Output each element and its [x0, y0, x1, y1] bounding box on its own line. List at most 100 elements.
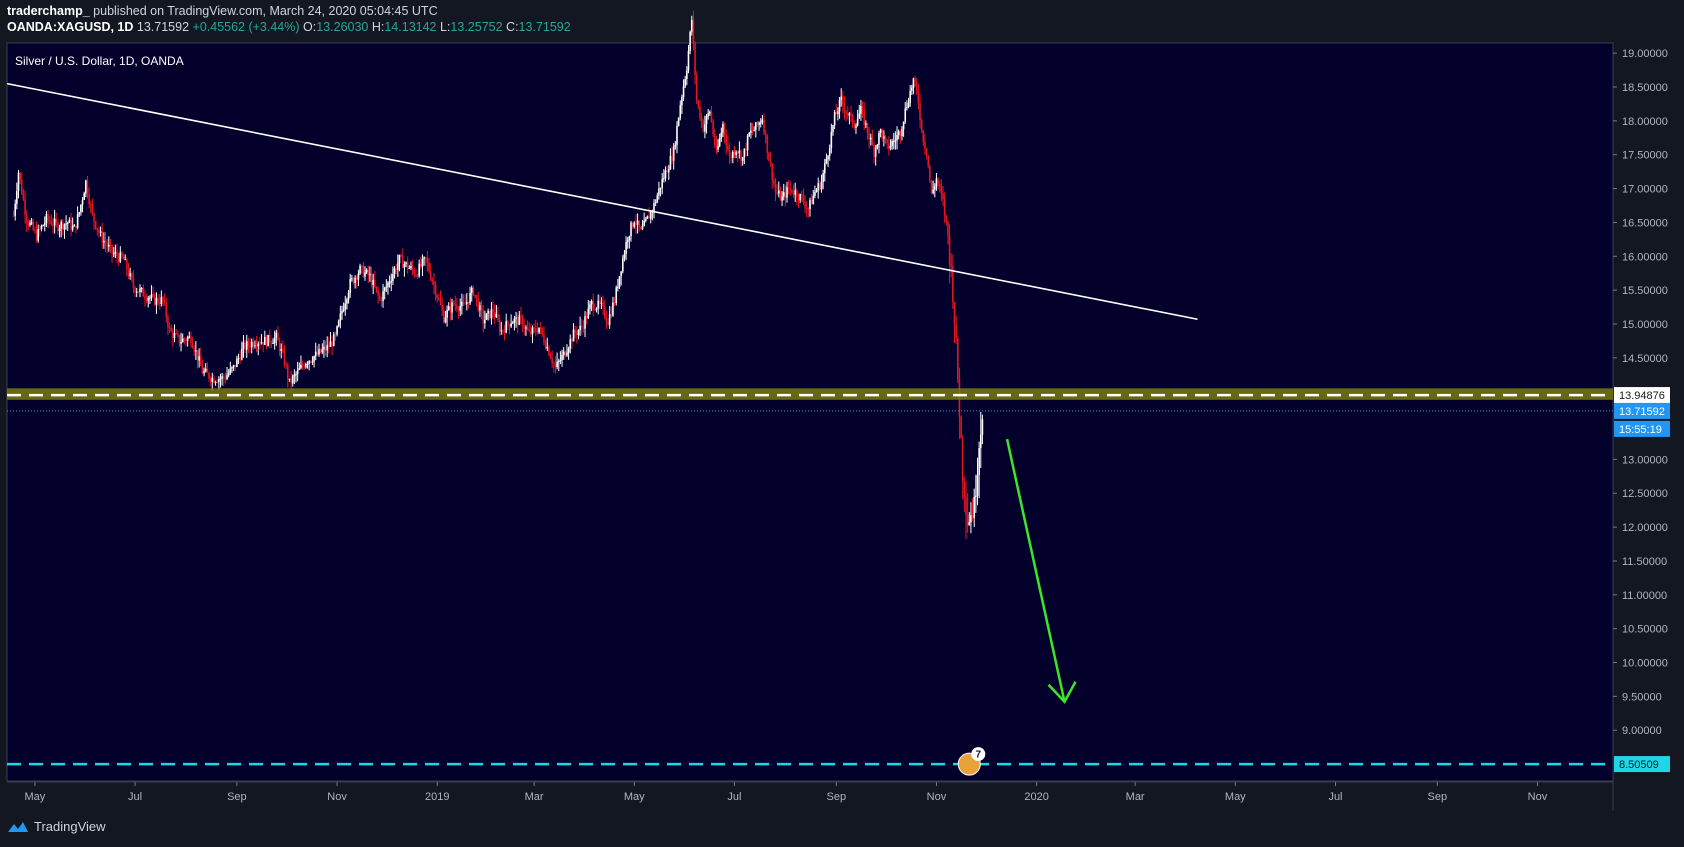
candle-body	[758, 122, 760, 125]
candle-body	[487, 310, 489, 314]
candle-body	[976, 474, 979, 496]
candle-body	[446, 310, 448, 318]
candle-body	[300, 364, 302, 369]
candle-body	[175, 333, 177, 335]
candle-body	[497, 314, 499, 320]
candle-body	[367, 269, 370, 276]
candle-body	[73, 225, 76, 227]
candle-body	[155, 297, 158, 305]
candle-body	[695, 74, 698, 101]
chart-header: traderchamp_ published on TradingView.co…	[7, 3, 571, 35]
candle-body	[456, 305, 458, 309]
candle-body	[421, 258, 424, 267]
candle-body	[291, 376, 294, 384]
candle-body	[66, 222, 69, 224]
candle-body	[224, 378, 227, 380]
candle-body	[906, 107, 908, 109]
candle-body	[346, 299, 348, 304]
y-tick-label: 9.50000	[1622, 691, 1662, 703]
candle-body	[282, 348, 284, 352]
candle-body	[290, 378, 292, 384]
candle-body	[748, 132, 751, 136]
candle-body	[119, 252, 122, 262]
candle-body	[328, 344, 330, 347]
candle-body	[856, 118, 859, 126]
candle-body	[689, 31, 691, 51]
candle-body	[635, 222, 637, 225]
y-tick-label: 9.00000	[1622, 725, 1662, 737]
candle-body	[704, 124, 706, 132]
candle-body	[769, 160, 772, 164]
candle-body	[819, 183, 821, 190]
candle-body	[452, 302, 455, 305]
events-count-label: 7	[976, 750, 982, 761]
candle-body	[686, 70, 688, 79]
candle-body	[467, 301, 470, 304]
candle-body	[416, 275, 419, 277]
candle-body	[226, 375, 228, 380]
candle-body	[109, 244, 112, 246]
candle-body	[595, 308, 598, 310]
open-label: O:	[303, 20, 317, 34]
candle-body	[797, 197, 800, 201]
candle-body	[96, 228, 99, 230]
candle-body	[914, 78, 916, 82]
candle-body	[160, 297, 163, 304]
candle-body	[825, 159, 828, 164]
candle-body	[111, 245, 113, 254]
candle-body	[559, 360, 562, 362]
candle-body	[465, 301, 468, 305]
candle-body	[365, 269, 368, 273]
candle-body	[649, 211, 652, 219]
candle-body	[878, 133, 880, 145]
candle-body	[349, 279, 352, 293]
close-value: 13.71592	[518, 20, 571, 34]
candle-body	[924, 141, 926, 148]
candle-body	[585, 316, 588, 319]
candle-body	[850, 113, 852, 115]
candle-body	[29, 222, 31, 226]
candle-body	[124, 259, 127, 261]
candle-body	[480, 305, 483, 312]
candle-body	[800, 194, 803, 196]
candle-body	[16, 190, 18, 204]
candle-body	[117, 256, 120, 262]
candle-body	[978, 448, 980, 475]
last-price: 13.71592	[136, 20, 190, 34]
candle-body	[43, 222, 46, 226]
candle-body	[295, 374, 297, 376]
candle-body	[510, 323, 512, 327]
candle-body	[638, 220, 641, 228]
candle-body	[103, 240, 105, 243]
candle-body	[828, 147, 831, 156]
author-name[interactable]: traderchamp_	[7, 4, 90, 18]
candle-body	[741, 157, 744, 161]
candle-body	[879, 129, 882, 134]
candle-body	[19, 172, 21, 180]
candle-body	[211, 377, 214, 382]
candle-body	[190, 336, 192, 343]
candle-body	[498, 319, 501, 331]
candle-body	[681, 97, 683, 106]
candle-body	[147, 298, 150, 301]
candle-body	[539, 327, 542, 329]
candle-body	[672, 146, 675, 161]
candle-body	[930, 180, 933, 194]
footer-brand[interactable]: TradingView	[7, 819, 106, 834]
candle-body	[667, 169, 670, 173]
candle-body	[751, 130, 754, 132]
candle-body	[971, 515, 974, 518]
candle-body	[899, 131, 902, 137]
candle-body	[699, 106, 701, 118]
candle-body	[357, 273, 360, 280]
candle-body	[615, 287, 618, 303]
candle-body	[794, 190, 797, 195]
candle-body	[718, 138, 721, 147]
candle-body	[736, 151, 739, 154]
candle-body	[116, 252, 118, 257]
candle-body	[664, 170, 667, 179]
candle-body	[722, 123, 724, 133]
candle-body	[108, 244, 110, 247]
candle-body	[268, 334, 271, 343]
